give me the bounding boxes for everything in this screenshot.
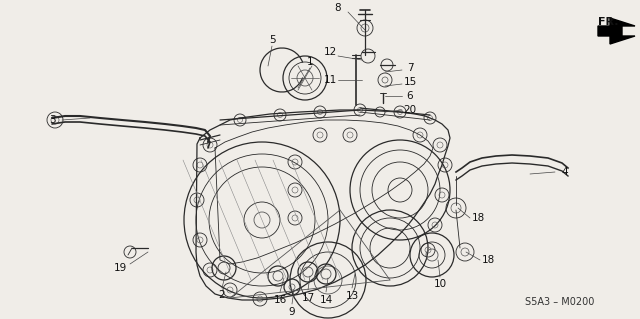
Text: 13: 13 — [346, 291, 358, 301]
Text: 18: 18 — [472, 213, 484, 223]
Text: 1: 1 — [307, 57, 314, 67]
Text: 5: 5 — [269, 35, 275, 45]
Text: 11: 11 — [323, 75, 337, 85]
Text: 8: 8 — [335, 3, 341, 13]
Text: 19: 19 — [113, 263, 127, 273]
Text: S5A3 – M0200: S5A3 – M0200 — [525, 297, 595, 307]
Text: 3: 3 — [49, 115, 55, 125]
Text: 2: 2 — [219, 290, 225, 300]
Polygon shape — [598, 18, 635, 44]
Text: 20: 20 — [403, 105, 417, 115]
Text: 4: 4 — [562, 167, 568, 177]
Text: 14: 14 — [319, 295, 333, 305]
Text: 17: 17 — [301, 293, 315, 303]
Text: 7: 7 — [406, 63, 413, 73]
Text: FR.: FR. — [598, 17, 618, 27]
Text: 12: 12 — [323, 47, 337, 57]
Text: 9: 9 — [289, 307, 295, 317]
Text: 16: 16 — [273, 295, 287, 305]
Text: 18: 18 — [481, 255, 495, 265]
Text: 10: 10 — [433, 279, 447, 289]
Text: 15: 15 — [403, 77, 417, 87]
Text: 6: 6 — [406, 91, 413, 101]
